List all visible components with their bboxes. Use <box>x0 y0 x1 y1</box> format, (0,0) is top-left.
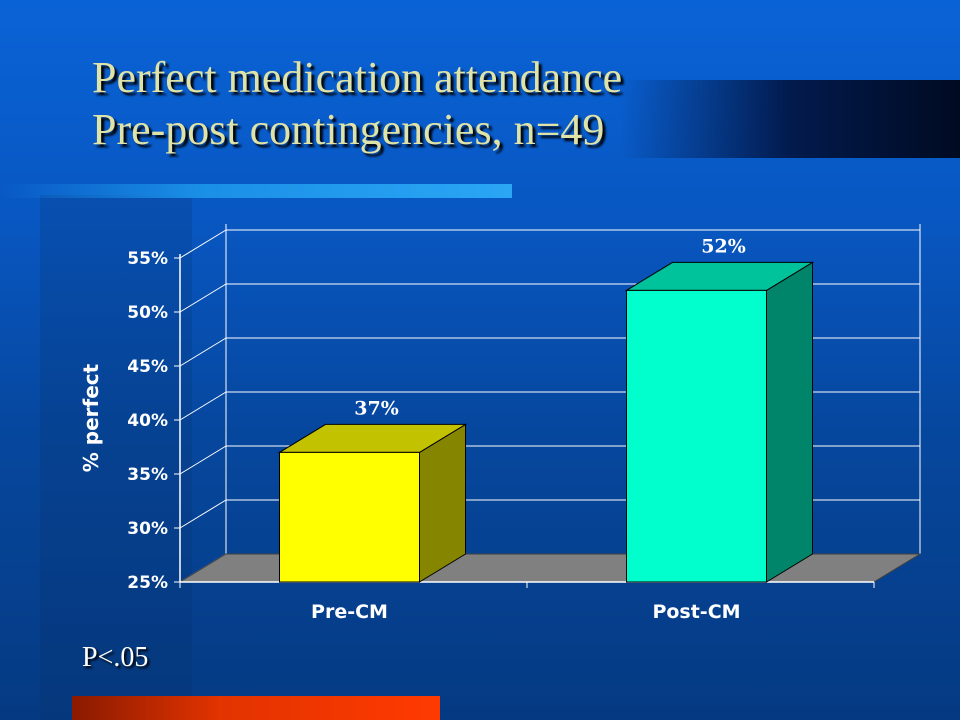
left-panel-shade <box>40 195 192 720</box>
significance-note: P<.05 <box>82 642 149 673</box>
bar-front-face <box>626 289 767 583</box>
y-tick-label: 50% <box>127 303 168 323</box>
y-tick-label: 30% <box>127 519 168 539</box>
y-tick-label: 40% <box>127 411 168 431</box>
x-category-label: Post-CM <box>652 601 740 623</box>
gridline-depth <box>179 229 227 259</box>
gridline-depth <box>179 391 227 421</box>
bar-value-label: 37% <box>354 397 399 419</box>
slide-title: Perfect medication attendance Pre-post c… <box>92 52 622 156</box>
bar-pre-cm <box>277 423 468 583</box>
gridline-depth <box>179 283 227 313</box>
x-category-label: Pre-CM <box>311 601 388 623</box>
y-axis-title: % perfect <box>79 363 103 472</box>
y-tick-label: 35% <box>127 465 168 485</box>
title-underline-fade <box>0 184 200 198</box>
y-tick-label: 55% <box>127 249 168 269</box>
y-tick-label: 45% <box>127 357 168 377</box>
bar-side-face <box>766 261 813 583</box>
chart-axes: 25% 30% 35% 40% 45% 50% 55% % perfect <box>79 249 875 593</box>
title-line-2: Pre-post contingencies, n=49 <box>92 105 605 154</box>
title-accent-bar <box>620 80 960 158</box>
bar-post-cm <box>624 261 815 583</box>
gridline-depth <box>179 445 227 475</box>
bar-value-label: 52% <box>701 235 746 257</box>
title-underline <box>200 184 512 198</box>
chart-bars <box>277 261 815 583</box>
footer-accent-bar <box>72 696 440 720</box>
gridline-depth <box>179 499 227 529</box>
bar-front-face <box>279 451 420 583</box>
y-tick-label: 25% <box>127 573 168 593</box>
title-line-1: Perfect medication attendance <box>92 53 623 102</box>
chart-labels: 37% Pre-CM 52% Post-CM <box>311 235 746 623</box>
gridline-depth <box>179 337 227 367</box>
